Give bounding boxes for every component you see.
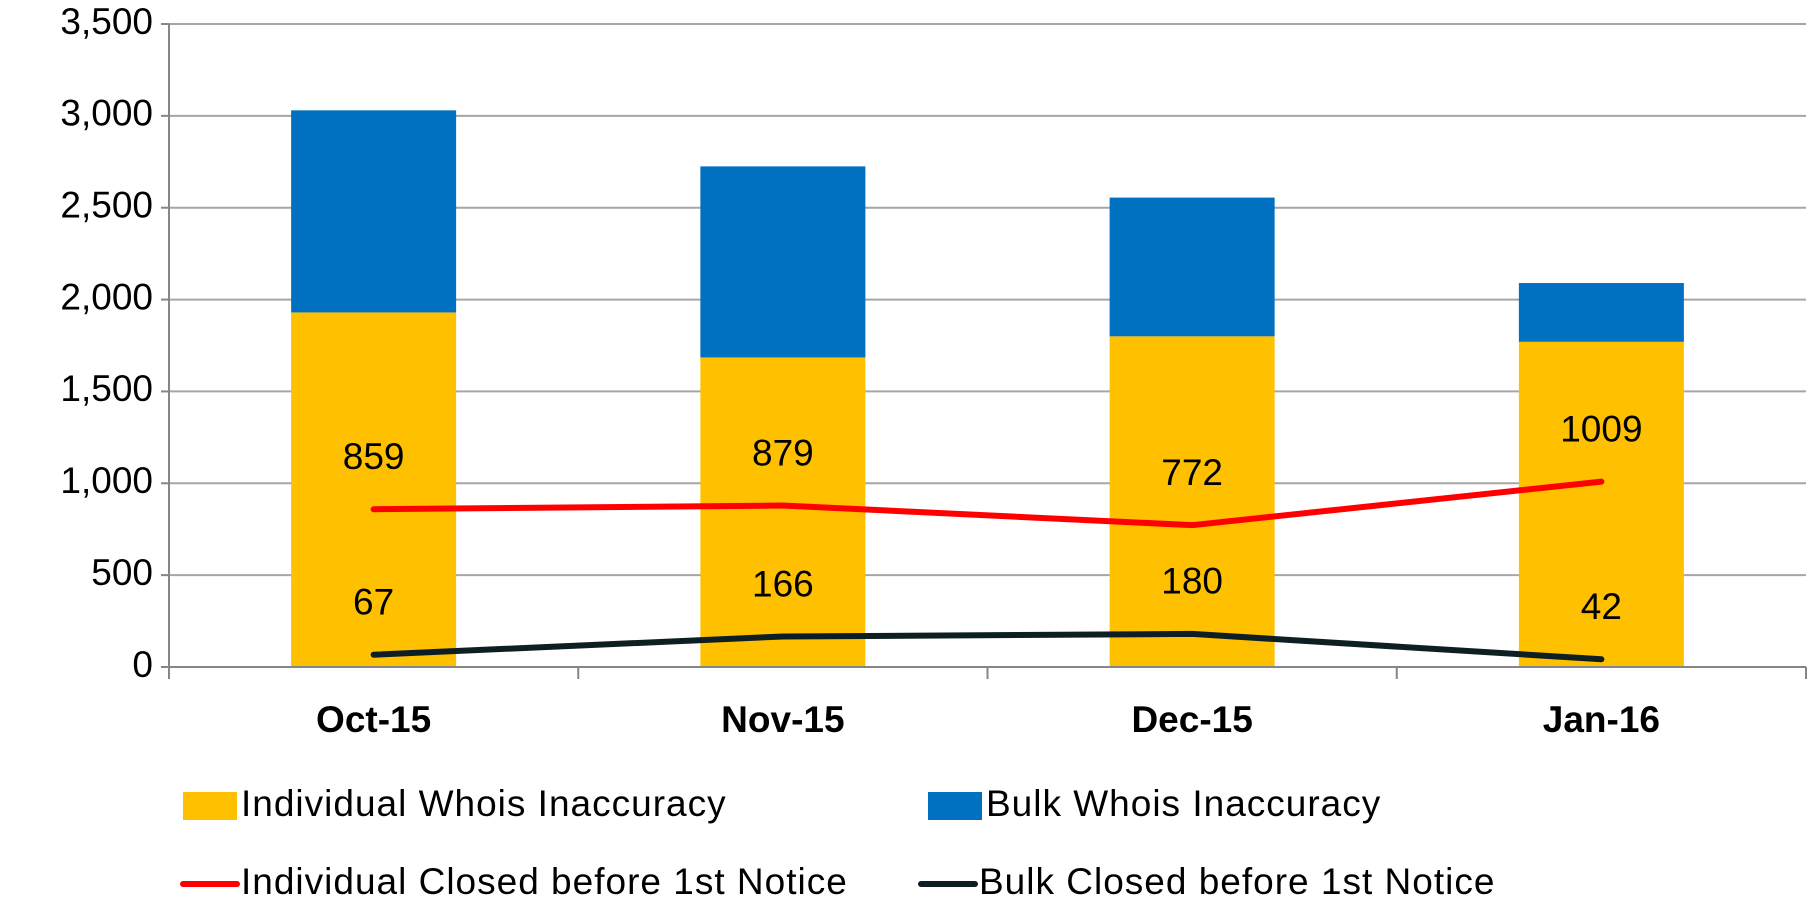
x-tick-label: Jan-16 [1543, 699, 1660, 740]
y-tick-label: 1,000 [60, 460, 153, 501]
bar [700, 357, 866, 667]
legend-swatch [183, 792, 237, 820]
y-tick-label: 3,500 [60, 1, 153, 42]
x-tick-label: Oct-15 [316, 699, 431, 740]
data-label: 166 [752, 563, 814, 604]
bar [1518, 283, 1684, 342]
y-tick-label: 2,500 [60, 184, 153, 225]
legend-swatch [928, 792, 982, 820]
data-label: 1009 [1560, 408, 1642, 449]
legend-label: Bulk Whois Inaccuracy [986, 783, 1381, 824]
y-tick-label: 3,000 [60, 93, 153, 134]
legend-label: Individual Closed before 1st Notice [241, 861, 848, 902]
data-label: 772 [1161, 452, 1223, 493]
y-tick-label: 2,000 [60, 276, 153, 317]
y-tick-label: 500 [91, 552, 153, 593]
data-label: 67 [353, 581, 394, 622]
y-tick-label: 1,500 [60, 368, 153, 409]
x-tick-label: Nov-15 [721, 699, 844, 740]
line [370, 630, 1605, 663]
data-label: 180 [1161, 561, 1223, 602]
bar [1109, 336, 1275, 667]
x-tick-label: Dec-15 [1131, 699, 1252, 740]
bar [291, 110, 457, 313]
legend-label: Individual Whois Inaccuracy [241, 783, 727, 824]
data-label: 859 [343, 436, 405, 477]
data-label: 879 [752, 432, 814, 473]
bar [291, 312, 457, 667]
bar [700, 166, 866, 358]
data-label: 42 [1581, 586, 1622, 627]
bar [1518, 341, 1684, 667]
line [370, 478, 1605, 529]
legend-label: Bulk Closed before 1st Notice [979, 861, 1495, 902]
y-tick-label: 0 [132, 644, 153, 685]
bar [1109, 197, 1275, 337]
